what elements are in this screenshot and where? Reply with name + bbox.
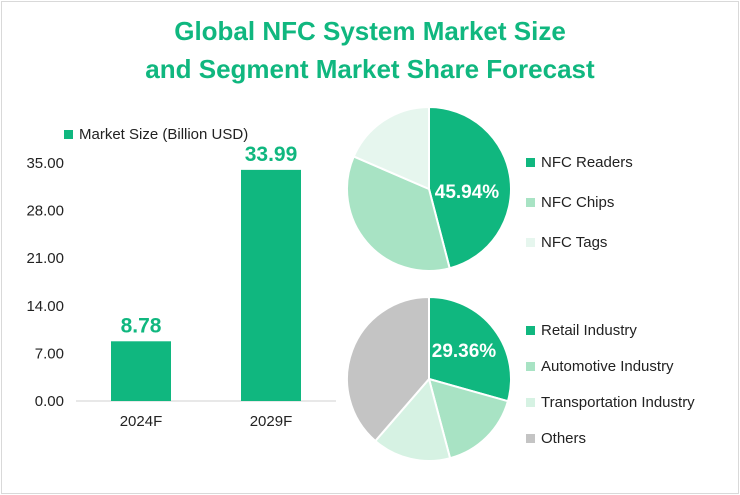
pie-slice [346, 155, 451, 272]
pie1-legend-swatch [526, 157, 535, 167]
pie2-legend-swatch [526, 433, 535, 443]
pie1-legend-swatch [526, 197, 535, 207]
chart-title-line-1: Global NFC System Market Size [174, 16, 566, 46]
pie2-legend-label: Retail Industry [541, 321, 637, 339]
pie1-legend-label: NFC Tags [541, 233, 608, 251]
bar [111, 341, 171, 401]
x-tick-label: 2029F [250, 413, 293, 430]
pie2-legend-swatch [526, 361, 535, 371]
chart-title: Global NFC System Market Size and Segmen… [0, 12, 740, 88]
pie2-legend-label: Others [541, 429, 587, 447]
x-tick-label: 2024F [120, 413, 163, 430]
pie1-legend-item: NFC Tags [526, 222, 633, 262]
pie2-legend-item: Transportation Industry [526, 384, 695, 420]
pie-slice [352, 105, 430, 191]
pie-slice-label: 45.94% [435, 182, 500, 203]
pie1-legend: NFC Readers NFC Chips NFC Tags [526, 142, 633, 262]
pie1-legend-item: NFC Chips [526, 182, 633, 222]
pie-slice [428, 295, 512, 403]
bar-value-label: 8.78 [121, 314, 162, 337]
pie2-legend-swatch [526, 397, 535, 407]
pie1-legend-item: NFC Readers [526, 142, 633, 182]
pie-slice [427, 377, 510, 460]
pie1-legend-swatch [526, 237, 535, 247]
y-tick-label: 35.00 [26, 155, 64, 172]
bar-legend-item: Market Size (Billion USD) [64, 124, 248, 144]
pie2-legend-swatch [526, 325, 535, 335]
pie-slice [428, 105, 512, 270]
y-tick-label: 28.00 [26, 203, 64, 220]
bar [241, 169, 301, 401]
bar-legend-swatch [64, 129, 73, 139]
pie2-legend-label: Automotive Industry [541, 357, 674, 375]
bar-legend-label: Market Size (Billion USD) [79, 125, 249, 143]
pie2-legend: Retail Industry Automotive Industry Tran… [526, 312, 695, 456]
pie-slice-label: 29.36% [432, 341, 497, 362]
pie1-legend-label: NFC Readers [541, 153, 633, 171]
y-tick-label: 0.00 [35, 393, 64, 410]
chart-title-line-2: and Segment Market Share Forecast [145, 54, 595, 84]
pie-slice [373, 376, 452, 462]
pie2-legend-item: Automotive Industry [526, 348, 695, 384]
bar-legend: Market Size (Billion USD) [64, 124, 248, 144]
bar-value-label: 33.99 [245, 143, 298, 166]
y-tick-label: 21.00 [26, 250, 64, 267]
pie2-legend-item: Others [526, 420, 695, 456]
y-tick-label: 7.00 [35, 345, 64, 362]
pie1-legend-label: NFC Chips [541, 193, 615, 211]
pie-slice [346, 295, 430, 443]
pie2-legend-item: Retail Industry [526, 312, 695, 348]
pie2-legend-label: Transportation Industry [541, 393, 695, 411]
y-tick-label: 14.00 [26, 298, 64, 315]
